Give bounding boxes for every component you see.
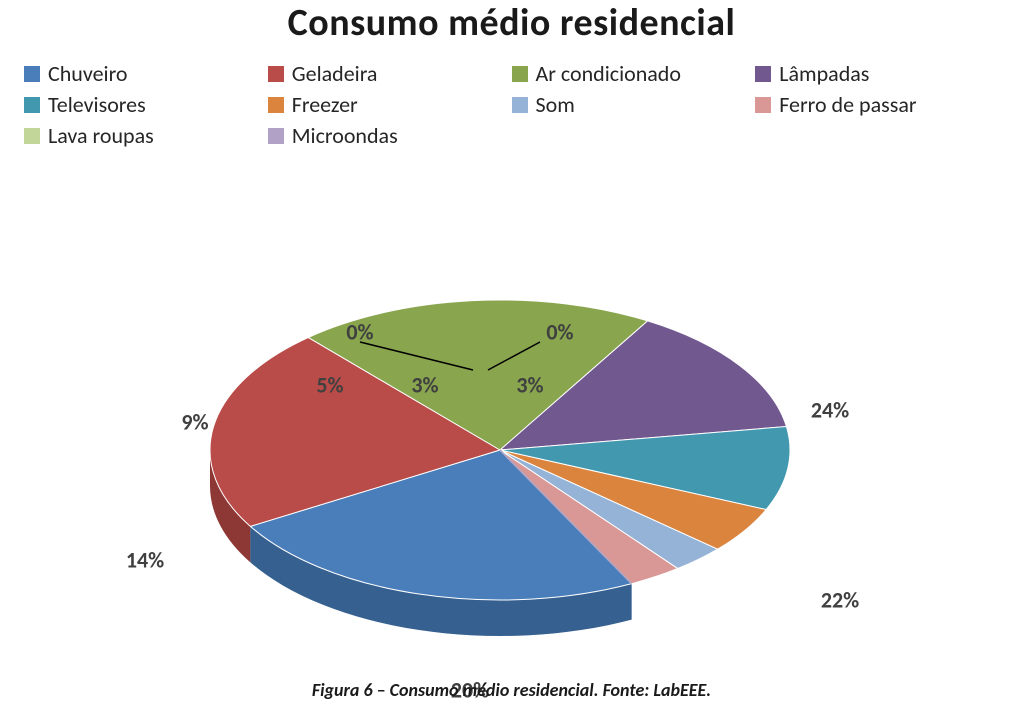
legend-label: Lâmpadas	[779, 60, 869, 87]
pie-data-label: 24%	[811, 397, 849, 424]
legend-label: Lava roupas	[48, 122, 154, 149]
legend-swatch	[268, 66, 284, 82]
pie-data-label: 14%	[126, 547, 164, 574]
legend-item: Lava roupas	[24, 122, 268, 149]
legend-swatch	[512, 97, 528, 113]
pie-data-label: 0%	[546, 319, 573, 346]
figure-caption: Figura 6 – Consumo médio residencial. Fo…	[0, 679, 1023, 701]
legend-label: Televisores	[48, 91, 146, 118]
chart-title: Consumo médio residencial	[0, 0, 1023, 46]
legend-swatch	[24, 97, 40, 113]
legend-swatch	[755, 66, 771, 82]
legend-swatch	[268, 97, 284, 113]
pie-data-label: 9%	[181, 409, 208, 436]
legend-label: Microondas	[292, 122, 398, 149]
legend-label: Chuveiro	[48, 60, 127, 87]
legend-swatch	[24, 128, 40, 144]
legend-swatch	[268, 128, 284, 144]
legend-label: Geladeira	[292, 60, 378, 87]
pie-data-label: 3%	[516, 372, 543, 399]
legend-item: Ferro de passar	[755, 91, 999, 118]
legend-item: Lâmpadas	[755, 60, 999, 87]
legend-label: Som	[536, 91, 575, 118]
legend-item: Chuveiro	[24, 60, 268, 87]
legend-label: Freezer	[292, 91, 358, 118]
pie-svg	[0, 160, 1023, 650]
legend-label: Ar condicionado	[536, 60, 681, 87]
legend-item: Televisores	[24, 91, 268, 118]
figure-container: { "chart": { "type": "pie", "title": "Co…	[0, 0, 1023, 719]
legend-item: Microondas	[268, 122, 512, 149]
legend-item: Geladeira	[268, 60, 512, 87]
pie-data-label: 22%	[821, 587, 859, 614]
legend-item: Ar condicionado	[512, 60, 756, 87]
pie-chart: 24%22%20%14%9%5%3%3%0%0%	[0, 160, 1023, 650]
legend-item: Som	[512, 91, 756, 118]
legend-label: Ferro de passar	[779, 91, 916, 118]
legend-swatch	[512, 66, 528, 82]
legend-swatch	[24, 66, 40, 82]
pie-data-label: 3%	[411, 372, 438, 399]
chart-legend: Chuveiro Geladeira Ar condicionado Lâmpadas…	[24, 60, 999, 149]
pie-data-label: 0%	[346, 319, 373, 346]
legend-swatch	[755, 97, 771, 113]
legend-item: Freezer	[268, 91, 512, 118]
pie-data-label: 5%	[316, 372, 343, 399]
